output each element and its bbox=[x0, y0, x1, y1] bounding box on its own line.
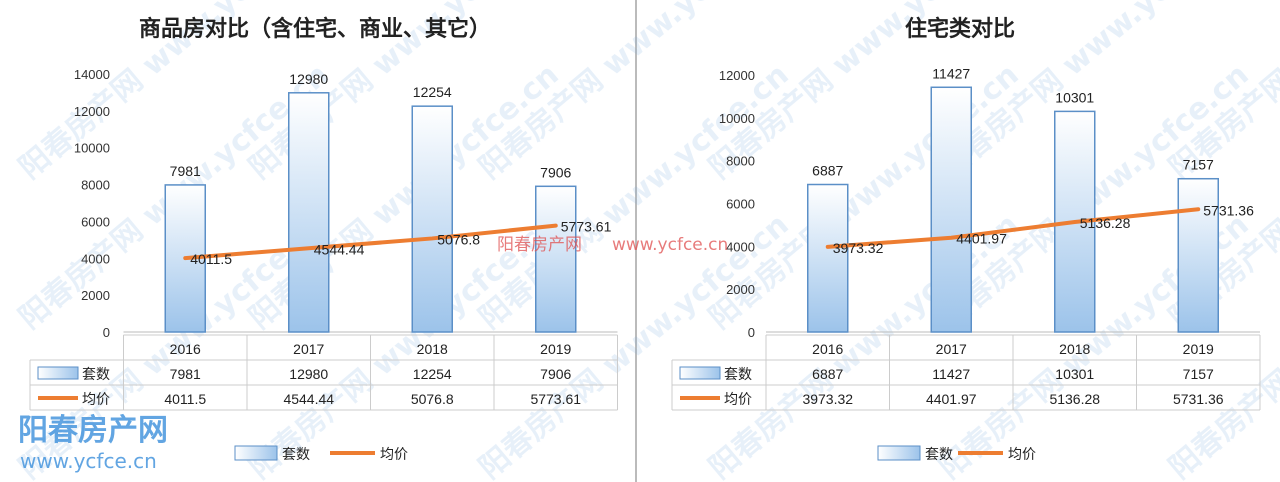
y-tick-label: 2000 bbox=[81, 288, 110, 303]
y-tick-label: 8000 bbox=[726, 154, 755, 169]
table-cell-price: 4401.97 bbox=[926, 391, 977, 407]
bar-2018 bbox=[411, 105, 453, 333]
y-tick-label: 10000 bbox=[74, 141, 110, 156]
price-line bbox=[825, 207, 1201, 249]
bar-2019 bbox=[1177, 177, 1219, 333]
legend-label-price: 均价 bbox=[1008, 446, 1036, 462]
y-tick-label: 2000 bbox=[726, 282, 755, 297]
line-data-label: 5076.8 bbox=[437, 231, 480, 247]
line-data-label: 5136.28 bbox=[1080, 215, 1131, 231]
legend-label-price: 均价 bbox=[380, 446, 408, 462]
y-tick-label: 10000 bbox=[719, 111, 755, 126]
legend-label-count: 套数 bbox=[282, 446, 310, 462]
table-cell-count: 12254 bbox=[413, 366, 452, 382]
bar-data-label: 10301 bbox=[1055, 89, 1094, 105]
y-tick-label: 6000 bbox=[81, 214, 110, 229]
bar-2017 bbox=[930, 86, 972, 333]
table-header-year: 2019 bbox=[540, 341, 571, 357]
y-tick-label: 4000 bbox=[81, 251, 110, 266]
table-cell-count: 7906 bbox=[540, 366, 571, 382]
line-data-label: 3973.32 bbox=[833, 240, 884, 256]
table-header-year: 2018 bbox=[417, 341, 448, 357]
bar-data-label: 7981 bbox=[170, 163, 201, 179]
table-cell-price: 4011.5 bbox=[164, 391, 206, 407]
bar-data-label: 6887 bbox=[812, 163, 843, 179]
table-cell-price: 3973.32 bbox=[802, 391, 853, 407]
table-row-label-price: 均价 bbox=[82, 391, 110, 407]
bar-data-label: 12254 bbox=[413, 84, 452, 100]
legend-label-count: 套数 bbox=[925, 446, 953, 462]
table-cell-count: 7157 bbox=[1183, 366, 1214, 382]
chart-2: 住宅类对比 0 2000 4000 6000 8000 10000 12000 6887 1142… bbox=[671, 16, 1261, 462]
line-data-label: 5731.36 bbox=[1203, 202, 1254, 218]
y-tick-label: 12000 bbox=[74, 104, 110, 119]
table-row-label-count: 套数 bbox=[82, 366, 110, 382]
table-row-label-price: 均价 bbox=[724, 391, 752, 407]
table-header-year: 2017 bbox=[293, 341, 324, 357]
bar-2016 bbox=[807, 183, 849, 333]
chart-1: 商品房对比（含住宅、商业、其它） 0 2000 4000 6000 8000 10000 12… bbox=[29, 16, 618, 462]
table-cell-count: 12980 bbox=[289, 366, 328, 382]
logo-watermark-url: www.ycfce.cn bbox=[20, 449, 157, 473]
table-cell-count: 10301 bbox=[1055, 366, 1094, 382]
y-tick-label: 14000 bbox=[74, 67, 110, 82]
legend-bar-icon bbox=[234, 445, 278, 461]
line-data-label: 4544.44 bbox=[314, 241, 365, 257]
bar-data-label: 7906 bbox=[540, 164, 571, 180]
line-data-label: 4011.5 bbox=[190, 251, 232, 267]
center-watermark-url: www.ycfce.cn bbox=[612, 235, 728, 255]
table-cell-price: 4544.44 bbox=[283, 391, 334, 407]
center-watermark-brand: 阳春房产网 bbox=[497, 235, 582, 255]
bar-data-label: 11427 bbox=[932, 65, 970, 81]
table-cell-price: 5076.8 bbox=[411, 391, 454, 407]
bar-data-label: 7157 bbox=[1183, 157, 1214, 173]
y-tick-label: 0 bbox=[748, 325, 755, 340]
y-tick-label: 12000 bbox=[719, 68, 755, 83]
y-tick-label: 6000 bbox=[726, 197, 755, 212]
y-tick-label: 4000 bbox=[726, 239, 755, 254]
table-cell-price: 5731.36 bbox=[1173, 391, 1224, 407]
table-header-year: 2016 bbox=[812, 341, 843, 357]
table-cell-count: 7981 bbox=[170, 366, 201, 382]
table-header-year: 2019 bbox=[1183, 341, 1214, 357]
chart-title: 住宅类对比 bbox=[905, 16, 1015, 42]
table-header-year: 2018 bbox=[1059, 341, 1090, 357]
table-row-label-count: 套数 bbox=[724, 366, 752, 382]
y-tick-label: 8000 bbox=[81, 178, 110, 193]
price-line bbox=[183, 223, 558, 261]
table-cell-price: 5773.61 bbox=[530, 391, 581, 407]
table-cell-count: 11427 bbox=[932, 366, 970, 382]
bar-2019 bbox=[535, 185, 577, 333]
line-data-label: 5773.61 bbox=[561, 219, 612, 235]
bar-2017 bbox=[288, 92, 330, 333]
bar-data-label: 12980 bbox=[289, 71, 328, 87]
line-data-label: 4401.97 bbox=[956, 231, 1007, 247]
table-legend-bar-icon bbox=[37, 366, 79, 380]
table-header-year: 2017 bbox=[936, 341, 967, 357]
table-cell-price: 5136.28 bbox=[1049, 391, 1100, 407]
table-legend-bar-icon bbox=[679, 366, 721, 380]
chart-title: 商品房对比（含住宅、商业、其它） bbox=[139, 16, 491, 42]
y-tick-label: 0 bbox=[103, 325, 110, 340]
logo-watermark-brand: 阳春房产网 bbox=[18, 413, 168, 448]
table-cell-count: 6887 bbox=[812, 366, 843, 382]
table-header-year: 2016 bbox=[170, 341, 201, 357]
legend-bar-icon bbox=[877, 445, 921, 461]
